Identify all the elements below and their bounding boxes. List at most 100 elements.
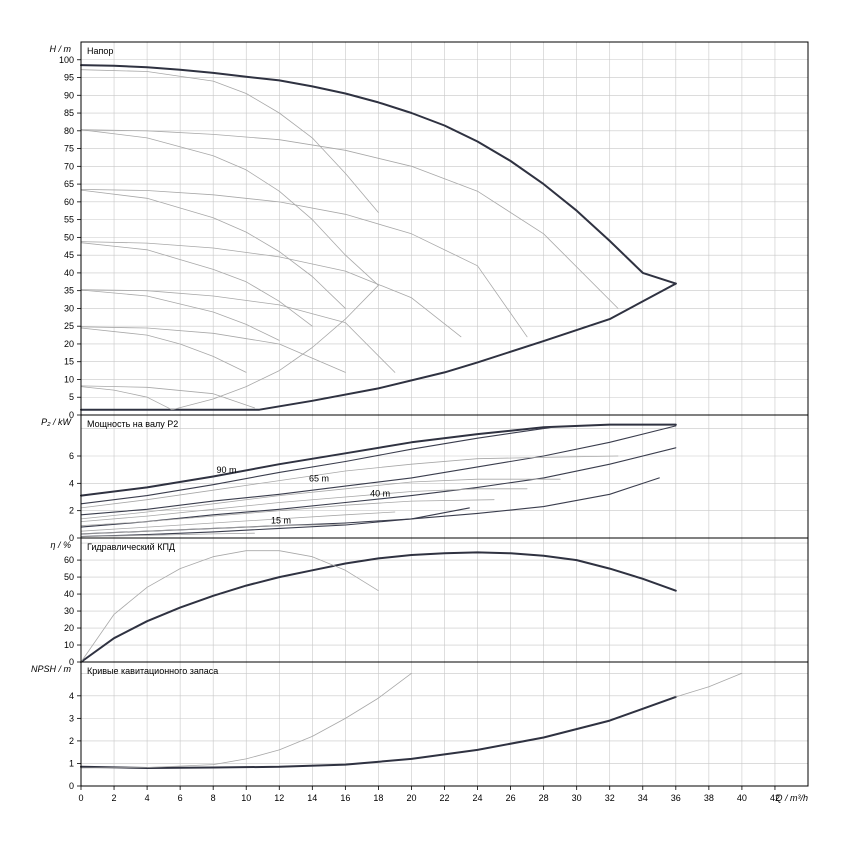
- series-line-0-10: [80, 289, 280, 341]
- y-tick-label: 2: [69, 736, 74, 746]
- panel-title: Кривые кавитационного запаса: [87, 666, 218, 676]
- series-line-3-0: [80, 695, 677, 769]
- series-line-0-13: [80, 385, 255, 409]
- y-tick-label: 2: [69, 506, 74, 516]
- x-tick-label: 20: [406, 793, 416, 803]
- y-tick-label: 55: [64, 215, 74, 225]
- series-line-2-1: [80, 550, 379, 663]
- series-line-0-15: [171, 284, 379, 411]
- y-tick-label: 5: [69, 392, 74, 402]
- series-line-0-1: [80, 282, 677, 411]
- y-tick-label: 100: [59, 55, 74, 65]
- series-line-1-12: [80, 532, 255, 537]
- series-line-0-11: [80, 326, 346, 373]
- x-tick-label: 14: [307, 793, 317, 803]
- curve-annotation: 15 m: [271, 516, 291, 526]
- series-line-1-0: [80, 423, 677, 497]
- y-tick-label: 0: [69, 533, 74, 543]
- x-tick-label: 2: [112, 793, 117, 803]
- y-tick-label: 45: [64, 250, 74, 260]
- x-tick-label: 38: [704, 793, 714, 803]
- x-tick-label: 10: [241, 793, 251, 803]
- panel-title: Гидравлический КПД: [87, 542, 175, 552]
- panel-title: Напор: [87, 46, 113, 56]
- y-tick-label: 70: [64, 161, 74, 171]
- x-tick-label: 30: [572, 793, 582, 803]
- series-line-1-7: [80, 478, 561, 520]
- series-line-0-3: [80, 129, 619, 309]
- y-axis-label: P₂ / kW: [41, 417, 72, 427]
- y-tick-label: 60: [64, 555, 74, 565]
- series-line-0-6: [80, 189, 346, 309]
- series-line-0-12: [80, 327, 247, 373]
- y-tick-label: 4: [69, 691, 74, 701]
- series-line-1-9: [80, 499, 495, 527]
- x-tick-label: 0: [78, 793, 83, 803]
- series-line-0-5: [80, 188, 528, 338]
- series-line-1-6: [80, 455, 619, 509]
- y-tick-label: 80: [64, 126, 74, 136]
- x-tick-label: 42: [770, 793, 780, 803]
- y-tick-label: 50: [64, 572, 74, 582]
- y-tick-label: 0: [69, 781, 74, 791]
- y-tick-label: 35: [64, 286, 74, 296]
- y-tick-label: 6: [69, 451, 74, 461]
- curves-layer: [80, 64, 743, 769]
- y-tick-label: 25: [64, 321, 74, 331]
- series-line-0-4: [80, 129, 379, 286]
- y-tick-label: 10: [64, 640, 74, 650]
- series-line-1-11: [80, 523, 346, 535]
- labels-layer: 0510152025303540455055606570758085909510…: [31, 44, 808, 803]
- series-line-1-2: [80, 425, 677, 516]
- series-line-1-1: [80, 426, 553, 505]
- y-tick-label: 90: [64, 90, 74, 100]
- x-tick-label: 26: [506, 793, 516, 803]
- series-line-3-2: [80, 672, 412, 769]
- x-tick-label: 22: [439, 793, 449, 803]
- x-tick-label: 34: [638, 793, 648, 803]
- panel-title: Мощность на валу P2: [87, 419, 178, 429]
- y-tick-label: 30: [64, 303, 74, 313]
- series-line-0-0: [80, 64, 677, 285]
- series-line-0-7: [80, 241, 462, 338]
- y-tick-label: 30: [64, 606, 74, 616]
- x-tick-label: 24: [473, 793, 483, 803]
- y-tick-label: 60: [64, 197, 74, 207]
- y-tick-label: 75: [64, 144, 74, 154]
- x-tick-label: 32: [605, 793, 615, 803]
- series-line-1-8: [80, 488, 528, 522]
- x-tick-label: 8: [211, 793, 216, 803]
- x-tick-label: 6: [178, 793, 183, 803]
- series-line-1-10: [80, 511, 396, 532]
- series-line-2-0: [80, 551, 677, 663]
- x-tick-label: 40: [737, 793, 747, 803]
- series-line-0-14: [80, 386, 173, 411]
- series-line-3-1: [675, 672, 743, 698]
- y-tick-label: 50: [64, 232, 74, 242]
- series-line-1-3: [80, 447, 677, 528]
- y-tick-label: 10: [64, 374, 74, 384]
- y-tick-label: 20: [64, 623, 74, 633]
- curve-annotation: 90 m: [216, 465, 236, 475]
- y-axis-label: η / %: [50, 540, 71, 550]
- x-tick-label: 4: [145, 793, 150, 803]
- y-tick-label: 0: [69, 657, 74, 667]
- x-tick-label: 16: [340, 793, 350, 803]
- curve-annotation: 65 m: [309, 473, 329, 483]
- series-line-1-5: [80, 507, 470, 538]
- series-line-0-9: [80, 289, 396, 373]
- y-tick-label: 65: [64, 179, 74, 189]
- y-tick-label: 40: [64, 268, 74, 278]
- y-tick-label: 1: [69, 758, 74, 768]
- y-tick-label: 95: [64, 73, 74, 83]
- y-tick-label: 15: [64, 357, 74, 367]
- frame-layer: [77, 41, 809, 790]
- grid-layer: [81, 42, 808, 786]
- y-tick-label: 4: [69, 478, 74, 488]
- x-tick-label: 28: [539, 793, 549, 803]
- y-tick-label: 40: [64, 589, 74, 599]
- x-tick-label: 18: [373, 793, 383, 803]
- y-tick-label: 0: [69, 410, 74, 420]
- y-tick-label: 3: [69, 713, 74, 723]
